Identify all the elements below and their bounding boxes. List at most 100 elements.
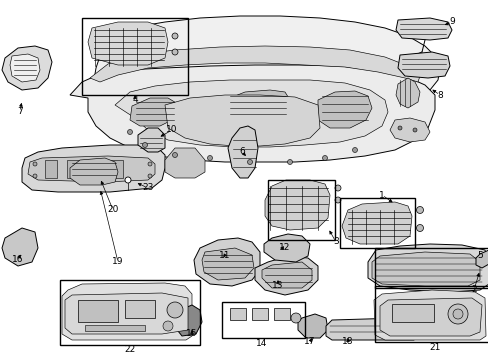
Text: 23: 23 [142, 184, 153, 193]
Text: 15: 15 [186, 329, 197, 338]
Polygon shape [389, 118, 429, 142]
Polygon shape [22, 145, 164, 192]
Circle shape [148, 174, 152, 178]
Circle shape [207, 156, 212, 161]
Polygon shape [115, 80, 387, 147]
Text: 7: 7 [17, 108, 23, 117]
Text: 18: 18 [342, 338, 353, 346]
Bar [391, 304, 433, 322]
Text: 20: 20 [107, 206, 119, 215]
Bar [339, 198, 414, 248]
Polygon shape [264, 180, 329, 230]
Circle shape [148, 162, 152, 166]
Polygon shape [317, 91, 371, 128]
Polygon shape [373, 290, 485, 340]
Polygon shape [164, 95, 319, 146]
Text: 3: 3 [332, 238, 338, 247]
Circle shape [287, 159, 292, 165]
Text: 1: 1 [378, 190, 384, 199]
Polygon shape [395, 18, 451, 40]
Circle shape [412, 128, 416, 132]
Polygon shape [395, 78, 419, 108]
Polygon shape [65, 293, 187, 334]
Polygon shape [227, 126, 258, 178]
Polygon shape [367, 244, 488, 292]
Bar [82, 18, 187, 95]
Bar [222, 302, 305, 338]
Text: 5: 5 [476, 252, 482, 261]
Polygon shape [2, 46, 52, 90]
Circle shape [125, 177, 131, 183]
Bar [229, 308, 245, 320]
Bar [78, 300, 118, 322]
Bar [374, 286, 488, 342]
Polygon shape [164, 148, 204, 178]
Polygon shape [262, 262, 311, 288]
Text: 6: 6 [239, 148, 244, 157]
Polygon shape [130, 98, 178, 126]
Circle shape [416, 207, 423, 213]
Polygon shape [88, 22, 168, 65]
Polygon shape [111, 160, 123, 178]
Circle shape [452, 309, 462, 319]
Text: 14: 14 [256, 339, 267, 348]
Polygon shape [90, 46, 419, 82]
Text: 17: 17 [304, 338, 315, 346]
Circle shape [447, 304, 467, 324]
Text: 12: 12 [279, 243, 290, 252]
Text: 2: 2 [470, 285, 476, 294]
Text: 9: 9 [448, 18, 454, 27]
Polygon shape [138, 128, 164, 152]
Circle shape [167, 302, 183, 318]
Polygon shape [67, 160, 79, 178]
Bar [125, 300, 155, 318]
Polygon shape [397, 52, 449, 78]
Polygon shape [341, 202, 411, 244]
Circle shape [322, 156, 327, 161]
Polygon shape [174, 305, 202, 336]
Circle shape [352, 148, 357, 153]
Circle shape [127, 130, 132, 135]
Bar [374, 248, 488, 288]
Bar [267, 180, 334, 240]
Circle shape [334, 197, 340, 203]
Polygon shape [379, 298, 481, 336]
Bar [273, 308, 289, 320]
Circle shape [33, 174, 37, 178]
Text: 16: 16 [12, 256, 24, 265]
Circle shape [290, 313, 301, 323]
Text: 8: 8 [436, 90, 442, 99]
Polygon shape [10, 54, 40, 82]
Polygon shape [325, 318, 417, 340]
Polygon shape [70, 65, 434, 162]
Circle shape [33, 162, 37, 166]
Polygon shape [371, 252, 479, 286]
Polygon shape [2, 228, 38, 266]
Circle shape [397, 126, 401, 130]
Polygon shape [475, 250, 488, 268]
Polygon shape [202, 248, 253, 280]
Text: 19: 19 [112, 257, 123, 266]
Text: 11: 11 [219, 251, 230, 260]
Polygon shape [89, 160, 101, 178]
Circle shape [142, 143, 147, 148]
Polygon shape [297, 314, 327, 338]
Text: 10: 10 [166, 126, 177, 135]
Polygon shape [70, 158, 118, 185]
Circle shape [163, 321, 173, 331]
Polygon shape [28, 156, 155, 182]
Polygon shape [62, 283, 192, 340]
Text: 13: 13 [272, 280, 283, 289]
Circle shape [247, 159, 252, 165]
Circle shape [172, 153, 177, 158]
Text: 21: 21 [428, 343, 440, 352]
Text: 4: 4 [132, 95, 138, 104]
Bar [251, 308, 267, 320]
Polygon shape [254, 256, 317, 295]
Polygon shape [45, 160, 57, 178]
Text: 22: 22 [124, 346, 135, 355]
Polygon shape [264, 234, 309, 262]
Polygon shape [224, 90, 289, 120]
Polygon shape [94, 16, 439, 112]
Circle shape [334, 185, 340, 191]
